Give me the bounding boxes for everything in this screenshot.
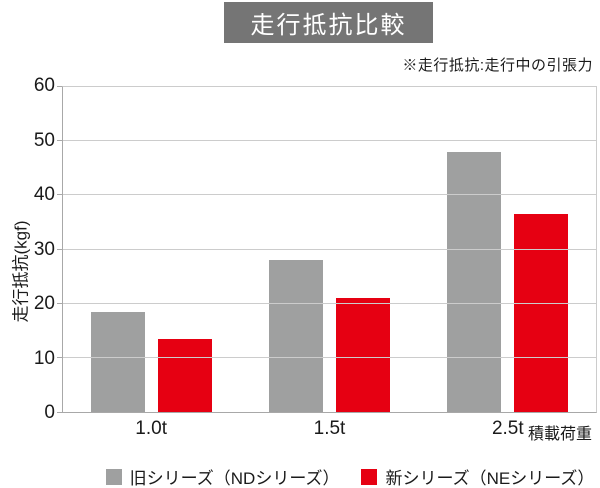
x-axis-tick-labels: 1.0t 1.5t 2.5t: [62, 418, 597, 440]
bar-2.5t-新シリーズ（NEシリーズ）: [513, 214, 568, 412]
legend-label: 新シリーズ（NEシリーズ）: [385, 469, 595, 488]
legend: 旧シリーズ（NDシリーズ） 新シリーズ（NEシリーズ）: [0, 464, 600, 488]
legend-label: 旧シリーズ（NDシリーズ）: [129, 469, 340, 488]
bar-group-2.5t: [446, 87, 568, 412]
footnote-text: ※走行抵抗:走行中の引張力: [402, 57, 593, 74]
gridline-40: [63, 194, 596, 196]
bar-group-1.5t: [268, 87, 390, 412]
y-tick-mark-50: [57, 140, 62, 142]
gridline-20: [63, 302, 596, 304]
y-tick-mark-20: [57, 302, 62, 304]
y-tick-label-20: 20: [33, 293, 55, 314]
y-tick-mark-0: [57, 412, 62, 413]
legend-swatch-icon: [361, 468, 378, 485]
bar-groups: [63, 87, 596, 412]
y-tick-label-40: 40: [33, 184, 55, 205]
gridline-30: [63, 248, 596, 250]
y-tick-mark-60: [57, 86, 62, 87]
legend-item-0: 旧シリーズ（NDシリーズ）: [105, 464, 340, 488]
chart-title-box: 走行抵抗比較: [224, 2, 433, 43]
bar-1.0t-新シリーズ（NEシリーズ）: [158, 338, 213, 412]
x-tick-label-2.5t: 2.5t: [491, 418, 524, 439]
y-tick-label-30: 30: [33, 238, 55, 260]
y-tick-mark-10: [57, 356, 62, 358]
y-axis-tick-labels: 0 10 20 30 40 50 60: [0, 75, 55, 423]
bar-1.5t-新シリーズ（NEシリーズ）: [335, 298, 390, 412]
y-tick-mark-30: [57, 248, 62, 250]
gridline-10: [63, 356, 596, 358]
x-tick-label-1.5t: 1.5t: [313, 418, 346, 439]
y-tick-label-0: 0: [44, 402, 55, 423]
bar-1.5t-旧シリーズ（NDシリーズ）: [268, 260, 323, 412]
legend-item-1: 新シリーズ（NEシリーズ）: [361, 464, 594, 488]
legend-swatch-icon: [105, 468, 122, 485]
y-tick-label-50: 50: [33, 129, 55, 151]
plot-area: [57, 86, 597, 413]
y-tick-label-60: 60: [33, 75, 55, 96]
bar-group-1.0t: [91, 87, 213, 412]
chart-title: 走行抵抗比較: [250, 12, 407, 39]
gridline-50: [63, 140, 596, 142]
bar-2.5t-旧シリーズ（NDシリーズ）: [446, 152, 501, 412]
x-axis-title: 積載荷重: [527, 426, 592, 443]
x-tick-label-1.0t: 1.0t: [135, 418, 167, 439]
y-tick-label-10: 10: [33, 347, 55, 369]
bar-1.0t-旧シリーズ（NDシリーズ）: [91, 311, 146, 412]
y-tick-mark-40: [57, 194, 62, 196]
